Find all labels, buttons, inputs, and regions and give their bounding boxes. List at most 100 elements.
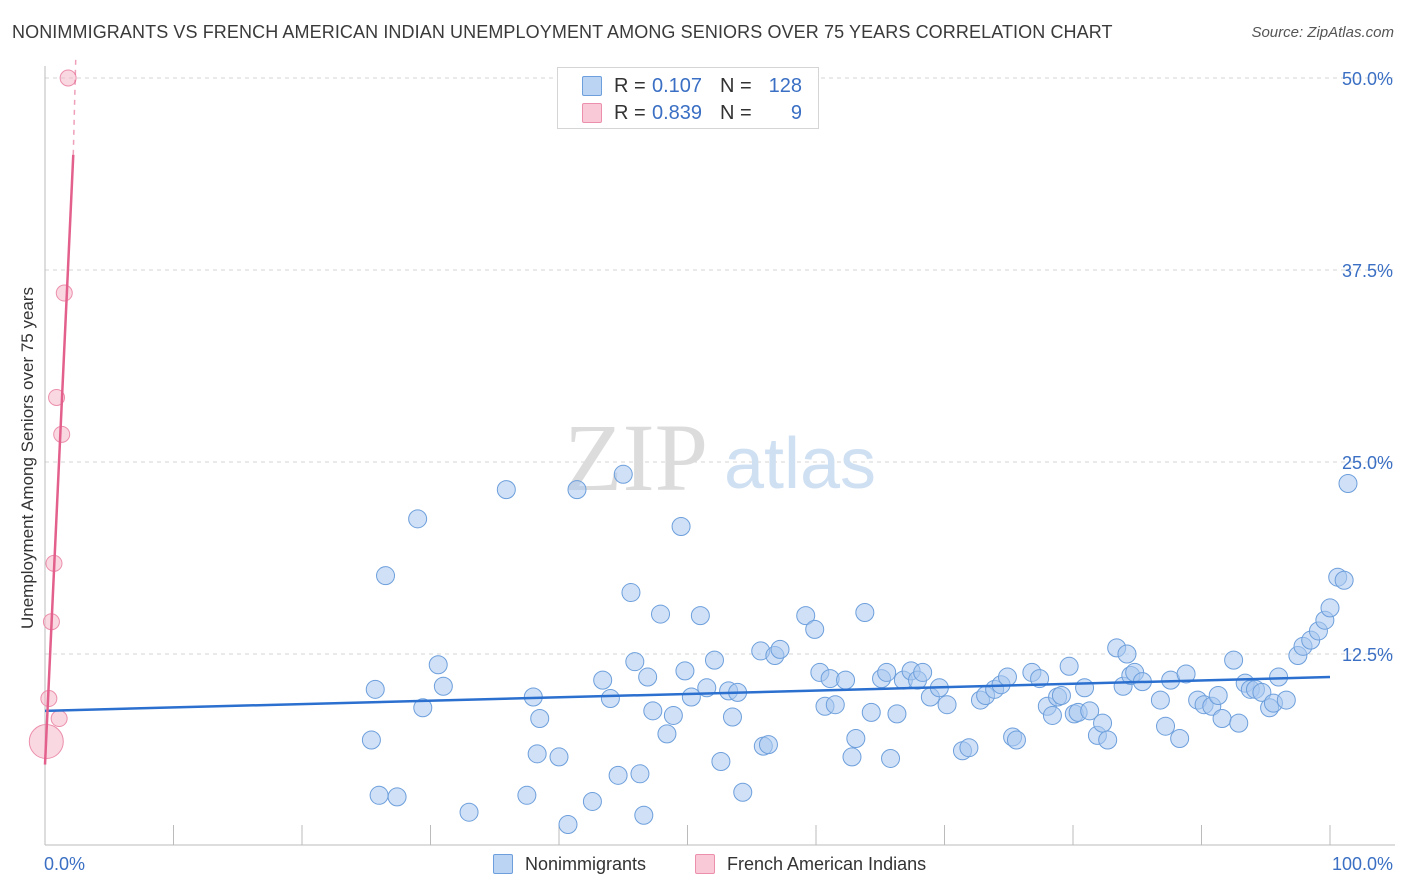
french-american-indians-trendline-extension bbox=[72, 54, 77, 155]
nonimmigrant-point bbox=[608, 765, 628, 785]
nonimmigrant-point bbox=[770, 639, 790, 659]
nonimmigrant-point bbox=[1042, 705, 1062, 725]
nonimmigrant-point bbox=[959, 738, 979, 758]
nonimmigrant-point bbox=[722, 707, 742, 727]
trendlines bbox=[43, 54, 1331, 765]
nonimmigrant-point bbox=[433, 676, 453, 696]
nonimmigrant-point bbox=[1006, 730, 1026, 750]
nonimmigrant-point bbox=[600, 689, 620, 709]
nonimmigrant-point bbox=[1051, 685, 1071, 705]
nonimmigrant-point bbox=[1334, 570, 1354, 590]
nonimmigrant-point bbox=[527, 744, 547, 764]
nonimmigrant-point bbox=[690, 606, 710, 626]
nonimmigrant-point bbox=[758, 735, 778, 755]
x-tick-label: 0.0% bbox=[44, 854, 85, 874]
legend-row-french-american-indians: R = 0.839 N = 9 bbox=[582, 101, 802, 125]
french-american-indian-point bbox=[48, 388, 66, 406]
nonimmigrant-point bbox=[937, 695, 957, 715]
nonimmigrant-point bbox=[651, 604, 671, 624]
nonimmigrant-point bbox=[361, 730, 381, 750]
watermark-atlas: atlas bbox=[724, 424, 876, 504]
nonimmigrant-point bbox=[877, 662, 897, 682]
nonimmigrant-point bbox=[881, 748, 901, 768]
nonimmigrant-point bbox=[1075, 678, 1095, 698]
bottom-legend-swatch-french-american-indians bbox=[695, 854, 715, 874]
nonimmigrant-point bbox=[1276, 690, 1296, 710]
legend-n-value: 9 bbox=[790, 101, 802, 124]
y-axis-title: Unemployment Among Seniors over 75 years bbox=[18, 286, 37, 630]
nonimmigrant-point bbox=[1212, 709, 1232, 729]
legend-r-value: 0.839 bbox=[652, 101, 703, 124]
nonimmigrant-point bbox=[663, 705, 683, 725]
legend-swatch-nonimmigrants bbox=[582, 76, 602, 96]
nonimmigrant-point bbox=[496, 480, 516, 500]
source-label: Source: ZipAtlas.com bbox=[1251, 24, 1394, 41]
french-american-indian-point bbox=[55, 284, 73, 302]
legend-n-label: N = bbox=[720, 74, 752, 97]
y-tick-label: 50.0% bbox=[1342, 69, 1393, 89]
nonimmigrant-point bbox=[733, 782, 753, 802]
nonimmigrant-point bbox=[825, 695, 845, 715]
y-tick-label: 25.0% bbox=[1342, 453, 1393, 473]
nonimmigrant-point bbox=[796, 606, 816, 626]
nonimmigrant-point bbox=[887, 704, 907, 724]
axes bbox=[44, 66, 1395, 846]
nonimmigrant-point bbox=[549, 747, 569, 767]
nonimmigrant-point bbox=[387, 787, 407, 807]
nonimmigrant-point bbox=[408, 509, 428, 529]
nonimmigrant-point bbox=[671, 517, 691, 537]
nonimmigrant-point bbox=[913, 662, 933, 682]
nonimmigrant-point bbox=[1117, 644, 1137, 664]
chart-title: NONIMMIGRANTS VS FRENCH AMERICAN INDIAN … bbox=[12, 22, 1113, 42]
nonimmigrant-point bbox=[1170, 728, 1190, 748]
nonimmigrant-point bbox=[517, 785, 537, 805]
french-american-indians-trendline bbox=[43, 154, 75, 765]
nonimmigrant-point bbox=[1208, 685, 1228, 705]
bottom-legend-label-french-american-indians: French American Indians bbox=[727, 853, 927, 874]
legend-n-value: 128 bbox=[768, 74, 802, 97]
gridlines bbox=[45, 77, 1395, 655]
nonimmigrant-point bbox=[1320, 598, 1340, 618]
french-american-indian-point bbox=[50, 710, 68, 728]
nonimmigrant-point bbox=[1338, 474, 1358, 494]
nonimmigrant-point bbox=[836, 670, 856, 690]
correlation-legend: R = 0.107 N = 128 R = 0.839 N = 9 bbox=[557, 67, 819, 129]
nonimmigrant-point bbox=[625, 652, 645, 672]
nonimmigrant-point bbox=[675, 661, 695, 681]
nonimmigrant-point bbox=[558, 814, 578, 834]
nonimmigrant-point bbox=[428, 655, 448, 675]
nonimmigrant-point bbox=[1030, 669, 1050, 689]
nonimmigrant-point bbox=[459, 802, 479, 822]
y-tick-labels: 12.5% 25.0% 37.5% 50.0% bbox=[1342, 69, 1393, 665]
nonimmigrant-point bbox=[630, 764, 650, 784]
bottom-legend-nonimmigrants: Nonimmigrants bbox=[493, 852, 646, 876]
nonimmigrant-point bbox=[634, 805, 654, 825]
nonimmigrant-point bbox=[413, 698, 433, 718]
nonimmigrant-point bbox=[997, 667, 1017, 687]
bottom-legend-french-american-indians: French American Indians bbox=[695, 852, 926, 876]
nonimmigrant-point bbox=[530, 709, 550, 729]
nonimmigrant-point bbox=[1059, 656, 1079, 676]
nonimmigrant-point bbox=[657, 724, 677, 744]
nonimmigrant-point bbox=[805, 619, 825, 639]
bottom-legend-label-nonimmigrants: Nonimmigrants bbox=[525, 853, 647, 874]
nonimmigrant-point bbox=[369, 785, 389, 805]
french-american-indian-point bbox=[59, 69, 77, 87]
nonimmigrant-point bbox=[1176, 664, 1196, 684]
legend-r-label: R = bbox=[614, 101, 646, 124]
legend-swatch-french-american-indians bbox=[582, 103, 602, 123]
nonimmigrant-point bbox=[1224, 650, 1244, 670]
nonimmigrant-point bbox=[621, 583, 641, 603]
nonimmigrant-point bbox=[842, 747, 862, 767]
nonimmigrant-point bbox=[681, 687, 701, 707]
nonimmigrant-point bbox=[613, 464, 633, 484]
legend-row-nonimmigrants: R = 0.107 N = 128 bbox=[582, 74, 802, 98]
nonimmigrant-point bbox=[567, 480, 587, 500]
nonimmigrant-point bbox=[593, 670, 613, 690]
watermark: ZIP atlas bbox=[564, 404, 876, 511]
watermark-zip: ZIP bbox=[564, 404, 708, 511]
x-tick-label: 100.0% bbox=[1332, 854, 1393, 874]
legend-n-label: N = bbox=[720, 101, 752, 124]
nonimmigrant-point bbox=[704, 650, 724, 670]
